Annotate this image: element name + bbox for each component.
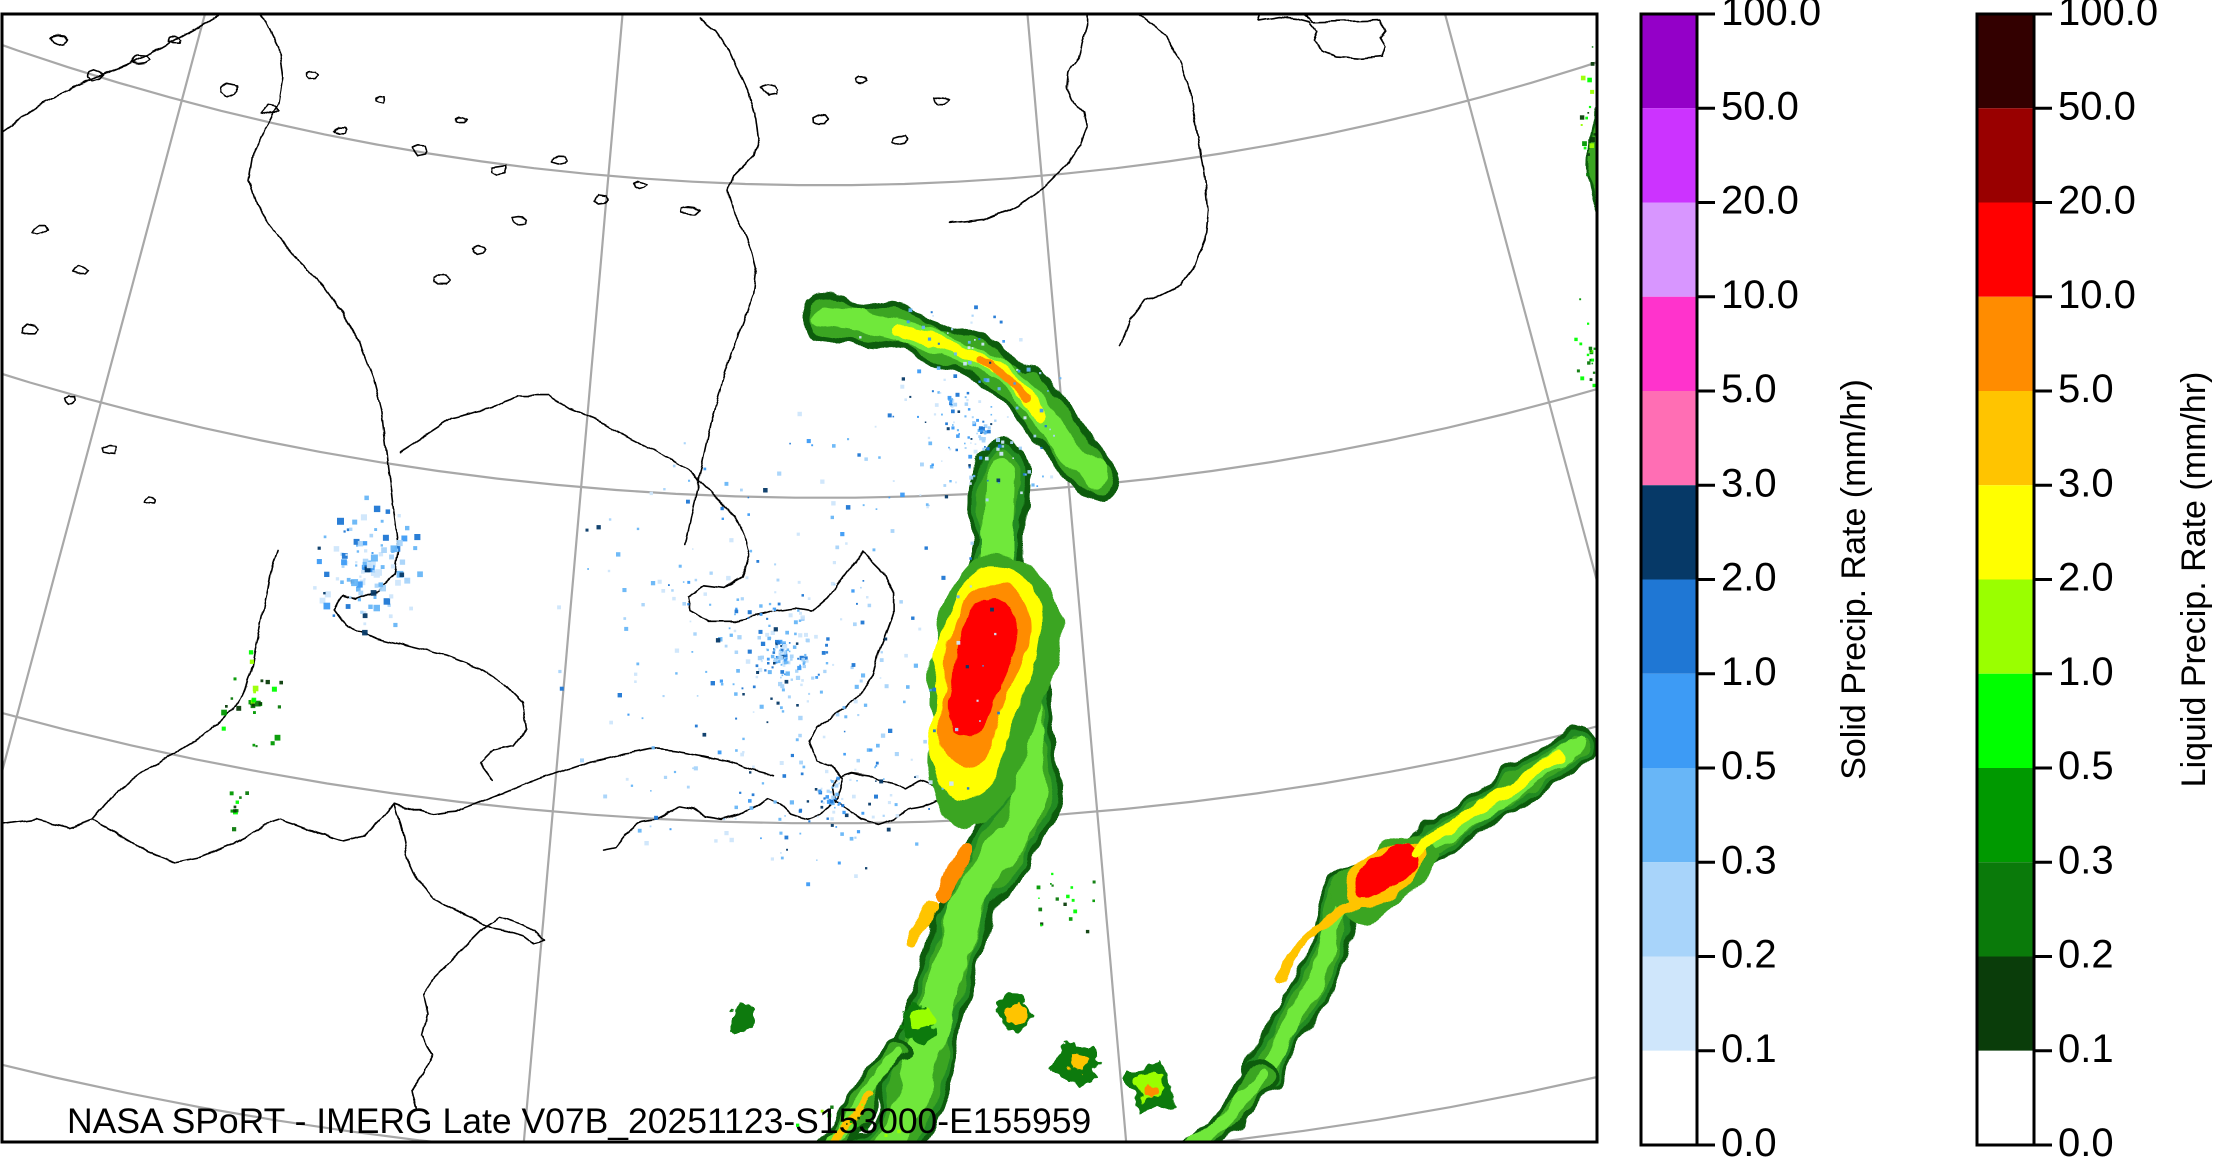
svg-text:50.0: 50.0	[2058, 84, 2136, 128]
svg-text:Solid Precip. Rate (mm/hr): Solid Precip. Rate (mm/hr)	[1835, 379, 1873, 780]
svg-text:0.1: 0.1	[1721, 1027, 1777, 1071]
svg-text:0.3: 0.3	[2058, 838, 2114, 882]
svg-text:2.0: 2.0	[2058, 556, 2114, 600]
svg-text:50.0: 50.0	[1721, 84, 1799, 128]
svg-text:0.1: 0.1	[2058, 1027, 2114, 1071]
svg-text:Liquid Precip. Rate (mm/hr): Liquid Precip. Rate (mm/hr)	[2175, 372, 2213, 788]
svg-text:5.0: 5.0	[2058, 367, 2114, 411]
svg-text:3.0: 3.0	[1721, 461, 1777, 505]
svg-text:3.0: 3.0	[2058, 461, 2114, 505]
svg-text:100.0: 100.0	[2058, 0, 2158, 34]
svg-text:20.0: 20.0	[2058, 179, 2136, 223]
svg-text:1.0: 1.0	[2058, 650, 2114, 694]
svg-text:10.0: 10.0	[1721, 273, 1799, 317]
svg-text:0.0: 0.0	[1721, 1121, 1777, 1165]
svg-text:1.0: 1.0	[1721, 650, 1777, 694]
svg-text:100.0: 100.0	[1721, 0, 1821, 34]
svg-text:20.0: 20.0	[1721, 179, 1799, 223]
svg-text:0.5: 0.5	[2058, 744, 2114, 788]
svg-text:0.3: 0.3	[1721, 838, 1777, 882]
svg-text:10.0: 10.0	[2058, 273, 2136, 317]
svg-text:0.5: 0.5	[1721, 744, 1777, 788]
svg-text:0.2: 0.2	[2058, 933, 2114, 977]
svg-text:NASA SPoRT - IMERG Late V07B_2: NASA SPoRT - IMERG Late V07B_20251123-S1…	[67, 1101, 1091, 1141]
svg-text:0.0: 0.0	[2058, 1121, 2114, 1165]
svg-text:0.2: 0.2	[1721, 933, 1777, 977]
svg-text:5.0: 5.0	[1721, 367, 1777, 411]
svg-text:2.0: 2.0	[1721, 556, 1777, 600]
